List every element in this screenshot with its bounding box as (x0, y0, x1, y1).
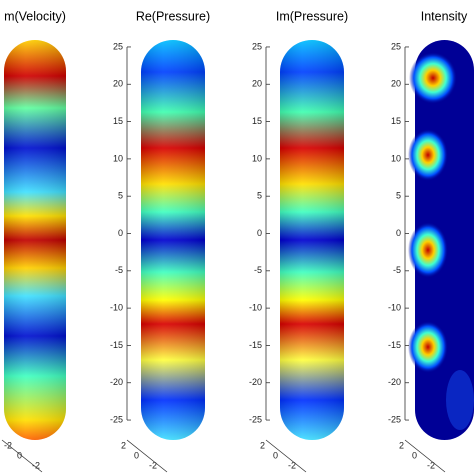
z-tick-label: -5 (254, 265, 262, 275)
panel-title: Im(Pressure) (276, 9, 348, 23)
intensity-glow (446, 370, 474, 430)
base-axis (404, 439, 446, 473)
z-tick-label: -10 (388, 302, 401, 312)
z-tick-label: -20 (110, 377, 123, 387)
z-tick-label: -10 (110, 302, 123, 312)
z-tick-label: 10 (252, 153, 262, 163)
z-tick-label: 0 (118, 228, 123, 238)
z-tick-label: 15 (391, 116, 401, 126)
base-tick-label: 0 (412, 450, 417, 460)
z-tick-label: -10 (249, 302, 262, 312)
base-tick-label: 2 (121, 440, 126, 450)
z-tick-label: 10 (113, 153, 123, 163)
z-tick-label: -15 (249, 340, 262, 350)
z-tick-label: 15 (113, 116, 123, 126)
z-tick-label: 20 (113, 79, 123, 89)
z-tick-label: -15 (388, 340, 401, 350)
base-axis (1, 439, 43, 473)
z-tick-label: 10 (391, 153, 401, 163)
z-tick-label: -20 (249, 377, 262, 387)
base-tick-label: 2 (399, 440, 404, 450)
panel-title: Re(Pressure) (136, 9, 210, 23)
z-tick-label: -5 (115, 265, 123, 275)
z-tick-label: -25 (110, 414, 123, 424)
z-tick-label: -15 (110, 340, 123, 350)
z-tick-label: -5 (393, 265, 401, 275)
z-tick-label: 0 (257, 228, 262, 238)
shading (141, 40, 205, 440)
z-tick-label: 25 (391, 41, 401, 51)
base-tick-label: 2 (260, 440, 265, 450)
z-tick-label: 20 (252, 79, 262, 89)
intensity-spot (409, 52, 457, 104)
z-tick-label: 0 (396, 228, 401, 238)
cylinders (4, 40, 474, 440)
z-tick-label: -25 (388, 414, 401, 424)
base-tick-label: -2 (288, 460, 296, 470)
base-axis (126, 439, 168, 473)
intensity-spot (408, 222, 448, 278)
z-tick-label: -25 (249, 414, 262, 424)
base-tick-label: -2 (149, 460, 157, 470)
z-tick-label: 5 (257, 191, 262, 201)
base-tick-label: -2 (4, 440, 12, 450)
panel-title: m(Velocity) (4, 9, 66, 23)
base-tick-label: -2 (32, 460, 40, 470)
base-axis (265, 439, 307, 473)
base-tick-label: 0 (17, 450, 22, 460)
base-tick-label: 0 (134, 450, 139, 460)
base-tick-label: -2 (427, 460, 435, 470)
z-tick-label: 5 (118, 191, 123, 201)
intensity-spot (408, 129, 448, 181)
panel-title: Intensity (421, 9, 468, 23)
z-tick-label: 5 (396, 191, 401, 201)
shading (4, 40, 66, 440)
base-tick-label: 0 (273, 450, 278, 460)
z-tick-label: 15 (252, 116, 262, 126)
intensity-spot (408, 321, 448, 373)
shading (280, 40, 344, 440)
z-tick-label: 20 (391, 79, 401, 89)
z-tick-label: -20 (388, 377, 401, 387)
z-tick-label: 25 (113, 41, 123, 51)
z-tick-label: 25 (252, 41, 262, 51)
